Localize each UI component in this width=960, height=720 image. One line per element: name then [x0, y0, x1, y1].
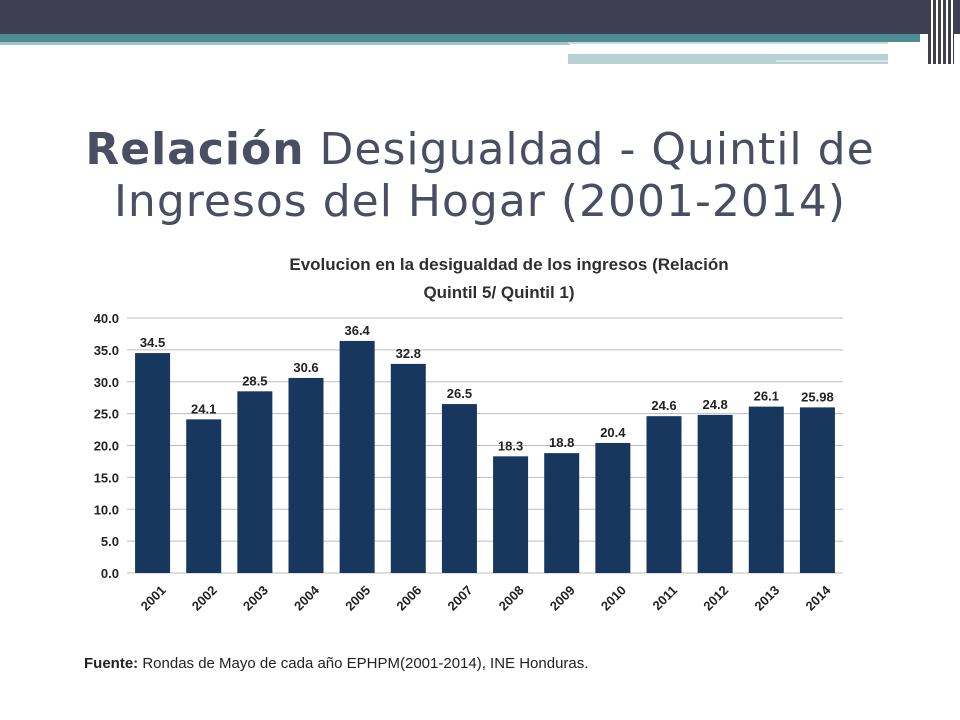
y-tick-label: 10.0 [94, 502, 119, 517]
bar-2008 [493, 456, 529, 573]
chart-title-line-2: Quintil 5/ Quintil 1) [423, 283, 574, 302]
y-tick-label: 35.0 [94, 343, 119, 358]
source-note: Fuente: Rondas de Mayo de cada año EPHPM… [84, 655, 904, 672]
source-label: Fuente: [84, 655, 139, 672]
chart-title-line-1: Evolucion en la desigualdad de los ingre… [289, 255, 728, 274]
header-stripe-light [568, 54, 888, 64]
x-tick-label: 2009 [547, 583, 578, 614]
header-stripe-light [0, 42, 570, 45]
y-tick-label: 20.0 [94, 439, 119, 454]
x-tick-label: 2013 [751, 583, 782, 614]
bar-2010 [595, 442, 631, 573]
y-tick-label: 25.0 [94, 407, 119, 422]
data-label-2004: 30.6 [293, 360, 318, 375]
data-label-2012: 24.8 [702, 397, 727, 412]
header-bar [0, 0, 960, 34]
bar-2012 [697, 414, 733, 573]
header-stripe-light [776, 60, 888, 62]
data-label-2006: 32.8 [396, 346, 421, 361]
bar-2007 [441, 404, 477, 573]
header-stripe [0, 34, 920, 42]
x-tick-label: 2002 [189, 583, 220, 614]
data-label-2011: 24.6 [651, 398, 676, 413]
x-tick-label: 2012 [700, 583, 731, 614]
bar-2005 [339, 340, 375, 573]
bar-chart: Evolucion en la desigualdad de los ingre… [94, 255, 843, 614]
bar-2009 [544, 453, 580, 573]
data-label-2008: 18.3 [498, 438, 523, 453]
y-tick-label: 15.0 [94, 470, 119, 485]
source-text: Rondas de Mayo de cada año EPHPM(2001-20… [138, 655, 589, 672]
bar-2003 [237, 391, 273, 573]
x-tick-label: 2014 [802, 582, 834, 614]
data-label-2003: 28.5 [242, 373, 267, 388]
data-label-2013: 26.1 [754, 389, 779, 404]
data-label-2007: 26.5 [447, 386, 472, 401]
x-tick-label: 2005 [342, 583, 373, 614]
data-label-2010: 20.4 [600, 425, 626, 440]
x-tick-label: 2008 [496, 583, 527, 614]
y-tick-label: 5.0 [101, 534, 119, 549]
header-decoration [928, 0, 954, 64]
y-tick-label: 0.0 [101, 566, 119, 581]
bar-2014 [799, 407, 835, 573]
x-tick-label: 2003 [240, 583, 271, 614]
x-tick-label: 2011 [650, 583, 681, 614]
header-stripe-light [568, 42, 888, 44]
data-label-2005: 36.4 [344, 323, 370, 338]
x-tick-label: 2006 [393, 583, 424, 614]
bar-2013 [748, 406, 784, 573]
data-label-2002: 24.1 [191, 401, 216, 416]
x-tick-label: 2004 [291, 582, 323, 614]
bar-2004 [288, 377, 324, 573]
bar-2006 [390, 363, 426, 573]
x-tick-label: 2010 [598, 583, 629, 614]
slide-title-rest: Desigualdad - Quintil de Ingresos del Ho… [113, 124, 875, 227]
x-tick-label: 2001 [138, 583, 169, 614]
data-label-2014: 25.98 [801, 389, 834, 404]
y-tick-label: 40.0 [94, 311, 119, 326]
bar-2001 [135, 353, 171, 573]
bar-2002 [186, 419, 222, 573]
x-tick-label: 2007 [444, 583, 475, 614]
y-tick-label: 30.0 [94, 375, 119, 390]
bar-2011 [646, 416, 682, 573]
data-label-2009: 18.8 [549, 435, 574, 450]
slide-title-bold: Relación [85, 124, 305, 175]
data-label-2001: 34.5 [140, 335, 165, 350]
slide-title: Relación Desigualdad - Quintil de Ingres… [60, 124, 900, 228]
